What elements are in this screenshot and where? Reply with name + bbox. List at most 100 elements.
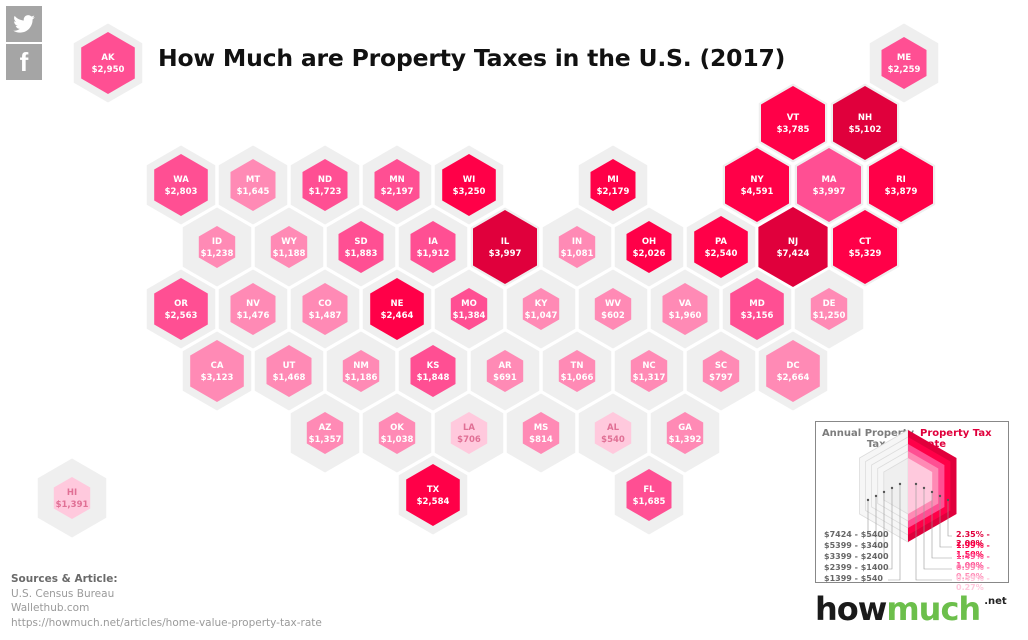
state-tile-vt[interactable]: VT $3,785 [761, 86, 825, 160]
state-tile-or[interactable]: OR $2,563 [154, 278, 208, 340]
state-tile-id[interactable]: ID $1,238 [198, 226, 236, 268]
state-cost: $2,464 [381, 311, 414, 321]
state-tile-wi[interactable]: WI $3,250 [442, 154, 496, 216]
state-tile-oh[interactable]: OH $2,026 [626, 221, 672, 273]
state-tile-dc[interactable]: DC $2,664 [766, 340, 820, 402]
state-abbr: IN [572, 237, 582, 247]
state-tile-hi[interactable]: HI $1,391 [53, 477, 91, 519]
state-tile-wa[interactable]: WA $2,803 [154, 154, 208, 216]
state-tile-md[interactable]: MD $3,156 [730, 278, 784, 340]
state-tile-ks[interactable]: KS $1,848 [410, 345, 456, 397]
state-cost: $1,238 [201, 249, 234, 259]
state-abbr: MS [534, 423, 549, 433]
state-hex [190, 340, 244, 402]
state-tile-mn[interactable]: MN $2,197 [374, 159, 420, 211]
legend-rate-tier: 2.35% - 2.00% [956, 530, 990, 548]
state-tile-tn[interactable]: TN $1,066 [558, 350, 596, 392]
state-abbr: MO [461, 299, 477, 309]
state-cost: $4,591 [741, 187, 774, 197]
state-tile-ky[interactable]: KY $1,047 [522, 288, 560, 330]
state-tile-de[interactable]: DE $1,250 [810, 288, 848, 330]
state-tile-nv[interactable]: NV $1,476 [230, 283, 276, 335]
state-tile-wy[interactable]: WY $1,188 [270, 226, 308, 268]
state-tile-mt[interactable]: MT $1,645 [230, 159, 276, 211]
state-tile-pa[interactable]: PA $2,540 [694, 216, 748, 278]
state-cost: $1,476 [237, 311, 270, 321]
legend-rate-hex-5 [908, 458, 933, 514]
state-tile-fl[interactable]: FL $1,685 [626, 469, 672, 521]
state-tile-tx[interactable]: TX $2,584 [406, 464, 460, 526]
state-tile-ne[interactable]: NE $2,464 [370, 278, 424, 340]
state-hex [761, 86, 825, 160]
sources-block: Sources & Article: U.S. Census Bureau Wa… [11, 572, 322, 630]
state-hex [302, 159, 348, 211]
state-abbr: NY [750, 175, 764, 185]
facebook-share-button[interactable]: f [6, 44, 42, 80]
state-tile-ut[interactable]: UT $1,468 [266, 345, 312, 397]
state-tile-co[interactable]: CO $1,487 [302, 283, 348, 335]
state-tile-ar[interactable]: AR $691 [486, 350, 524, 392]
state-tile-ny[interactable]: NY $4,591 [725, 148, 789, 222]
legend-rate-tier: 1.99% - 1.50% [956, 541, 990, 559]
state-cost: $5,102 [849, 125, 882, 135]
state-tile-ga[interactable]: GA $1,392 [666, 412, 704, 454]
state-hex [694, 216, 748, 278]
state-cost: $5,329 [849, 249, 882, 259]
state-tile-me[interactable]: ME $2,259 [881, 37, 927, 89]
state-hex [53, 477, 91, 519]
state-hex [594, 288, 632, 330]
state-tile-in[interactable]: IN $1,081 [558, 226, 596, 268]
state-tile-az[interactable]: AZ $1,357 [306, 412, 344, 454]
twitter-share-button[interactable] [6, 6, 42, 42]
state-abbr: PA [715, 237, 727, 247]
state-tile-al[interactable]: AL $540 [594, 412, 632, 454]
state-tile-mi[interactable]: MI $2,179 [590, 159, 636, 211]
state-tile-sd[interactable]: SD $1,883 [338, 221, 384, 273]
state-tile-ct[interactable]: CT $5,329 [833, 210, 897, 284]
state-hex [406, 464, 460, 526]
state-hex [881, 37, 927, 89]
state-tile-ri[interactable]: RI $3,879 [869, 148, 933, 222]
state-tile-sc[interactable]: SC $797 [702, 350, 740, 392]
state-tile-ia[interactable]: IA $1,912 [410, 221, 456, 273]
state-abbr: AL [607, 423, 620, 433]
state-tile-nd[interactable]: ND $1,723 [302, 159, 348, 211]
state-cost: $3,879 [885, 187, 918, 197]
state-tile-nc[interactable]: NC $1,317 [630, 350, 668, 392]
state-hex [338, 221, 384, 273]
state-tile-nm[interactable]: NM $1,186 [342, 350, 380, 392]
state-tile-ca[interactable]: CA $3,123 [190, 340, 244, 402]
state-abbr: MI [607, 175, 619, 185]
state-hex [810, 288, 848, 330]
state-tile-wv[interactable]: WV $602 [594, 288, 632, 330]
legend-rate-dot [946, 498, 950, 502]
state-tile-va[interactable]: VA $1,960 [662, 283, 708, 335]
state-abbr: LA [463, 423, 475, 433]
state-tile-mo[interactable]: MO $1,384 [450, 288, 488, 330]
source-link[interactable]: https://howmuch.net/articles/home-value-… [11, 616, 322, 629]
state-cost: $3,997 [813, 187, 846, 197]
state-tile-ma[interactable]: MA $3,997 [797, 148, 861, 222]
legend-cost-tier: $2399 - $1400 [824, 563, 889, 572]
state-cost: $2,026 [633, 249, 666, 259]
state-tile-ms[interactable]: MS $814 [522, 412, 560, 454]
state-tile-la[interactable]: LA $706 [450, 412, 488, 454]
legend-cost-tier: $1399 - $540 [824, 574, 883, 583]
state-hex [626, 469, 672, 521]
state-hex [370, 278, 424, 340]
state-tile-ak[interactable]: AK $2,950 [81, 32, 135, 94]
logo-net: .net [984, 596, 1007, 607]
state-tile-nh[interactable]: NH $5,102 [833, 86, 897, 160]
state-hex [833, 210, 897, 284]
howmuch-logo[interactable]: howmuch .net [815, 590, 1007, 628]
legend-cost-dot [890, 486, 894, 490]
state-tile-il[interactable]: IL $3,997 [473, 210, 537, 284]
state-tile-nj[interactable]: NJ $7,424 [758, 207, 828, 287]
state-hex [869, 148, 933, 222]
state-abbr: TX [427, 485, 440, 495]
state-hex [230, 159, 276, 211]
state-abbr: NM [353, 361, 369, 371]
state-hex [374, 159, 420, 211]
state-tile-ok[interactable]: OK $1,038 [378, 412, 416, 454]
state-hex [473, 210, 537, 284]
